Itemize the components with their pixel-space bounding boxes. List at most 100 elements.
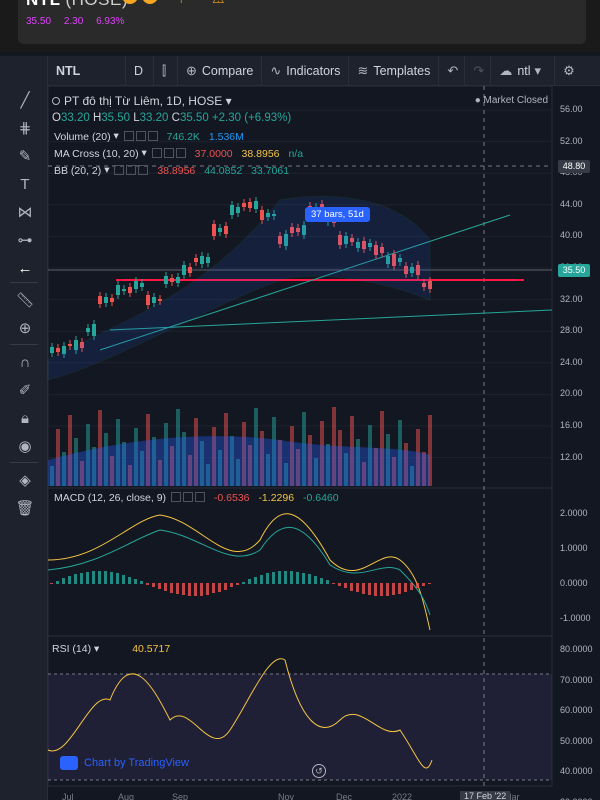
axis-tick-label: 28.00	[560, 325, 583, 336]
candle-body	[362, 241, 366, 249]
macd-histogram-bar	[404, 583, 407, 592]
bar-type-icon[interactable]: ⫿	[154, 55, 178, 86]
volume-bar	[338, 430, 342, 486]
indicators-button[interactable]: ∿ Indicators	[262, 55, 350, 86]
back-arrow-icon[interactable]: ←	[17, 260, 33, 277]
volume-bar	[398, 420, 402, 486]
settings-button[interactable]: ⚙	[555, 56, 588, 86]
volume-bar	[254, 408, 258, 486]
magnet-icon[interactable]: ∩	[19, 354, 31, 371]
interval-label: D	[134, 63, 144, 78]
close-icon[interactable]	[194, 492, 205, 503]
macd-legend[interactable]: MACD (12, 26, close, 9) -0.6536 -1.2296 …	[52, 491, 339, 505]
settings-icon[interactable]	[182, 492, 193, 503]
candle-body	[50, 347, 54, 353]
eye-icon[interactable]	[123, 131, 134, 142]
ma-cross-legend[interactable]: MA Cross (10, 20) ▾ 37.0000 38.8956 n/a	[54, 147, 304, 161]
volume-bar	[230, 436, 234, 486]
macd-name: MACD (12, 26, close, 9)	[54, 492, 167, 505]
last-price: 35.50	[26, 16, 52, 27]
macd-histogram-bar	[326, 580, 329, 584]
macd-histogram-bar	[128, 577, 131, 584]
trash-icon[interactable]: 🗑︎	[15, 500, 35, 517]
redo-icon: ↷	[473, 62, 485, 78]
watermark-label: Chart by TradingView	[84, 757, 189, 769]
macd-histogram-bar	[110, 572, 113, 584]
compare-button[interactable]: ⊕ Compare	[178, 55, 263, 86]
eye-icon[interactable]	[114, 165, 125, 176]
macd-histogram-bar	[182, 583, 185, 595]
volume-bar	[368, 425, 372, 486]
volume-bar	[350, 416, 354, 486]
close-icon[interactable]	[175, 148, 186, 159]
interval-button[interactable]: D	[126, 55, 154, 86]
volume-bar	[332, 407, 336, 486]
settings-icon[interactable]	[126, 165, 137, 176]
drawing-toolbar: ╱ ⋕ ✎ T ⋈ ⊶ ← 📏︎ ⊕ ∩ ✐ 🔒︎ ◉ ◈ 🗑︎	[0, 56, 48, 800]
brush-tool-icon[interactable]: ✎	[18, 148, 32, 165]
flag-icon[interactable]: ⚑	[178, 0, 191, 7]
bars-range-tag[interactable]: 37 bars, 51d	[305, 207, 370, 222]
volume-bar	[236, 459, 240, 486]
templates-button[interactable]: ≋ Templates	[349, 55, 440, 86]
layers-icon[interactable]: ◈	[19, 472, 31, 489]
undo-button[interactable]: ↶	[439, 55, 466, 86]
main-legend-title[interactable]: PT đô thị Từ Liêm, 1D, HOSE ▾	[52, 94, 232, 108]
symbol-search-button[interactable]: NTL	[48, 55, 126, 86]
volume-bar	[302, 412, 306, 486]
volume-value: 746.2K	[166, 131, 200, 144]
fib-tool-icon[interactable]: ⋕	[18, 120, 32, 137]
settings-icon[interactable]	[135, 131, 146, 142]
badge-icon	[142, 0, 158, 4]
eye-icon[interactable]: ◉	[18, 438, 32, 455]
eye-icon[interactable]	[170, 492, 181, 503]
prediction-tool-icon[interactable]: ⊶	[17, 232, 33, 249]
rsi-legend[interactable]: RSI (14) ▾ 40.5717	[52, 643, 171, 655]
macd-histogram-bar	[350, 583, 353, 591]
redo-button[interactable]: ↷	[465, 55, 492, 86]
candle-body	[188, 267, 192, 273]
bb-legend[interactable]: BB (20, 2) ▾ 38.8956 44.0852 33.7061	[54, 164, 290, 178]
zoom-in-icon[interactable]: ⊕	[18, 320, 32, 337]
macd-histogram-bar	[242, 582, 245, 584]
candle-body	[236, 207, 240, 213]
volume-bar	[284, 463, 288, 486]
tradingview-watermark[interactable]: Chart by TradingView	[60, 756, 189, 770]
eye-icon[interactable]	[151, 148, 162, 159]
volume-bar	[416, 429, 420, 486]
candle-body	[404, 266, 408, 274]
axis-tick-label: 52.00	[560, 135, 583, 146]
text-tool-icon[interactable]: T	[20, 176, 30, 193]
axis-tick-label: 80.0000	[560, 644, 593, 654]
macd-histogram-bar	[344, 583, 347, 588]
macd-histogram-bar	[92, 571, 95, 584]
volume-bar	[218, 450, 222, 486]
close-icon[interactable]	[138, 165, 149, 176]
symbol-card[interactable]	[18, 0, 586, 44]
layout-menu[interactable]: ☁ ntl ▾	[491, 55, 556, 86]
settings-icon[interactable]	[163, 148, 174, 159]
pattern-tool-icon[interactable]: ⋈	[17, 204, 33, 221]
volume-bar	[206, 464, 210, 486]
time-tick-label: Nov	[278, 792, 295, 800]
macd-signal-value: -0.6460	[302, 492, 339, 505]
volume-bar	[62, 452, 66, 486]
app-header: NTL (HOSE) ⚑ ⚠ 35.50 2.30 6.93%	[0, 0, 600, 52]
toolbar-symbol: NTL	[56, 63, 81, 78]
axis-tick-label: 40.00	[560, 230, 583, 241]
volume-bar	[392, 457, 396, 486]
lock-draw-icon[interactable]: ✐	[18, 382, 32, 399]
low-value: 33.20	[139, 112, 169, 124]
lock-icon[interactable]: 🔒︎	[21, 410, 29, 427]
alert-icon[interactable]: ⚠	[212, 0, 225, 7]
volume-bar	[290, 426, 294, 486]
ruler-icon[interactable]: 📏︎	[15, 292, 35, 309]
reset-chart-icon[interactable]: ↺	[312, 764, 326, 778]
volume-legend[interactable]: Volume (20) ▾ 746.2K 1.536M	[54, 130, 244, 144]
macd-pane	[47, 487, 553, 637]
close-icon[interactable]	[147, 131, 158, 142]
trendline-tool-icon[interactable]: ╱	[20, 92, 30, 109]
indicators-label: Indicators	[286, 63, 341, 78]
trend-line-lower	[109, 309, 553, 331]
macd-line-value: -1.2296	[258, 492, 295, 505]
